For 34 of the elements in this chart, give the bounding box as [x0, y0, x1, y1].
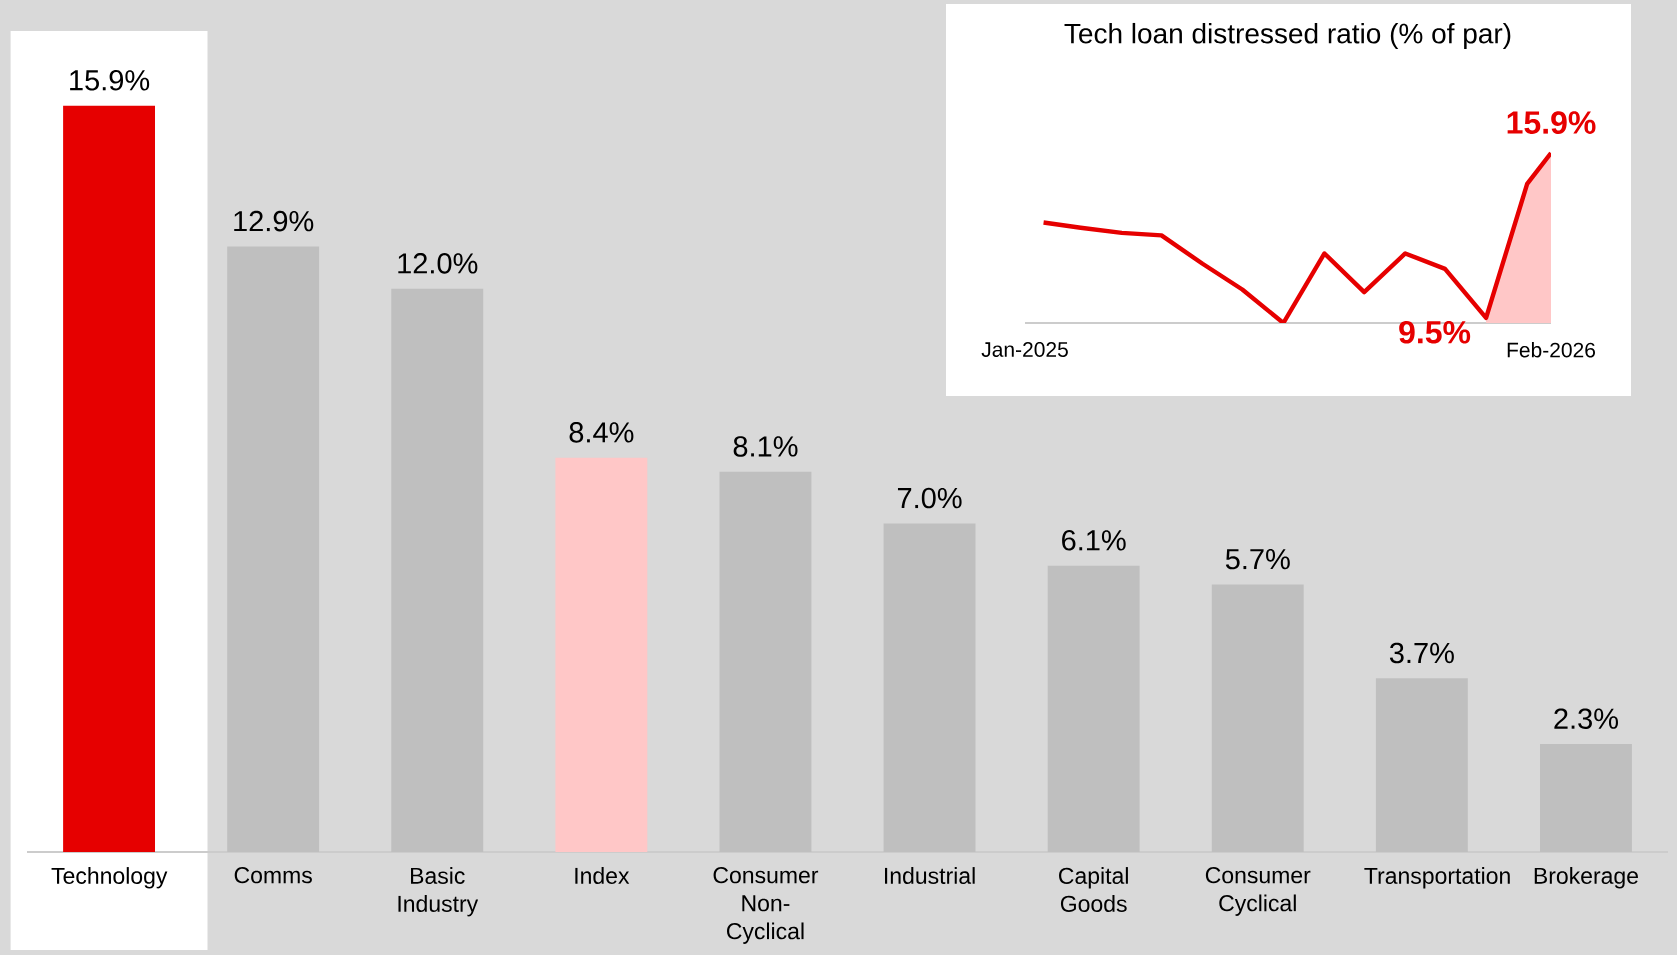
data-label: 9.5%: [1399, 320, 1471, 344]
bar: [1540, 744, 1632, 852]
x-tick-label: Basic Industry: [398, 867, 479, 917]
data-label: 8.4%: [569, 422, 634, 443]
x-tick-label: Industrial: [885, 867, 975, 884]
x-tick-label: Brokerage: [1534, 867, 1638, 889]
x-tick-label: Comms: [234, 867, 312, 884]
data-label: 15.9%: [70, 70, 150, 91]
data-label: 5.7%: [1225, 548, 1290, 570]
x-tick-label: Transportation: [1364, 867, 1510, 889]
bar: [883, 523, 976, 852]
bar: [1375, 678, 1468, 852]
data-label: 7.0%: [897, 487, 962, 509]
bar: [555, 457, 648, 852]
x-tick-label: Capital Goods: [1059, 867, 1128, 912]
x-tick-label: Feb-2026: [1507, 342, 1596, 358]
data-label: 6.1%: [1062, 530, 1126, 551]
bar: [719, 471, 812, 852]
bar: [1211, 584, 1304, 852]
x-tick-label: Consumer Non-Cyclical: [713, 867, 819, 944]
data-label: 12.9%: [234, 210, 314, 232]
bar: [227, 246, 320, 852]
bar: [391, 288, 484, 852]
data-label: 12.0%: [398, 253, 478, 274]
data-label: 2.3%: [1554, 708, 1618, 729]
data-label: 15.9%: [1507, 111, 1596, 134]
x-tick-label: Index: [575, 867, 630, 884]
data-label: 8.1%: [733, 436, 798, 457]
x-tick-label: Technology: [51, 867, 168, 889]
x-tick-label: Consumer Cyclical: [1205, 867, 1311, 916]
x-tick-label: Jan-2025: [981, 342, 1068, 357]
bar: [1047, 565, 1140, 852]
data-label: 3.7%: [1389, 642, 1454, 664]
chart-title: Tech loan distressed ratio (% of par): [1064, 22, 1511, 50]
